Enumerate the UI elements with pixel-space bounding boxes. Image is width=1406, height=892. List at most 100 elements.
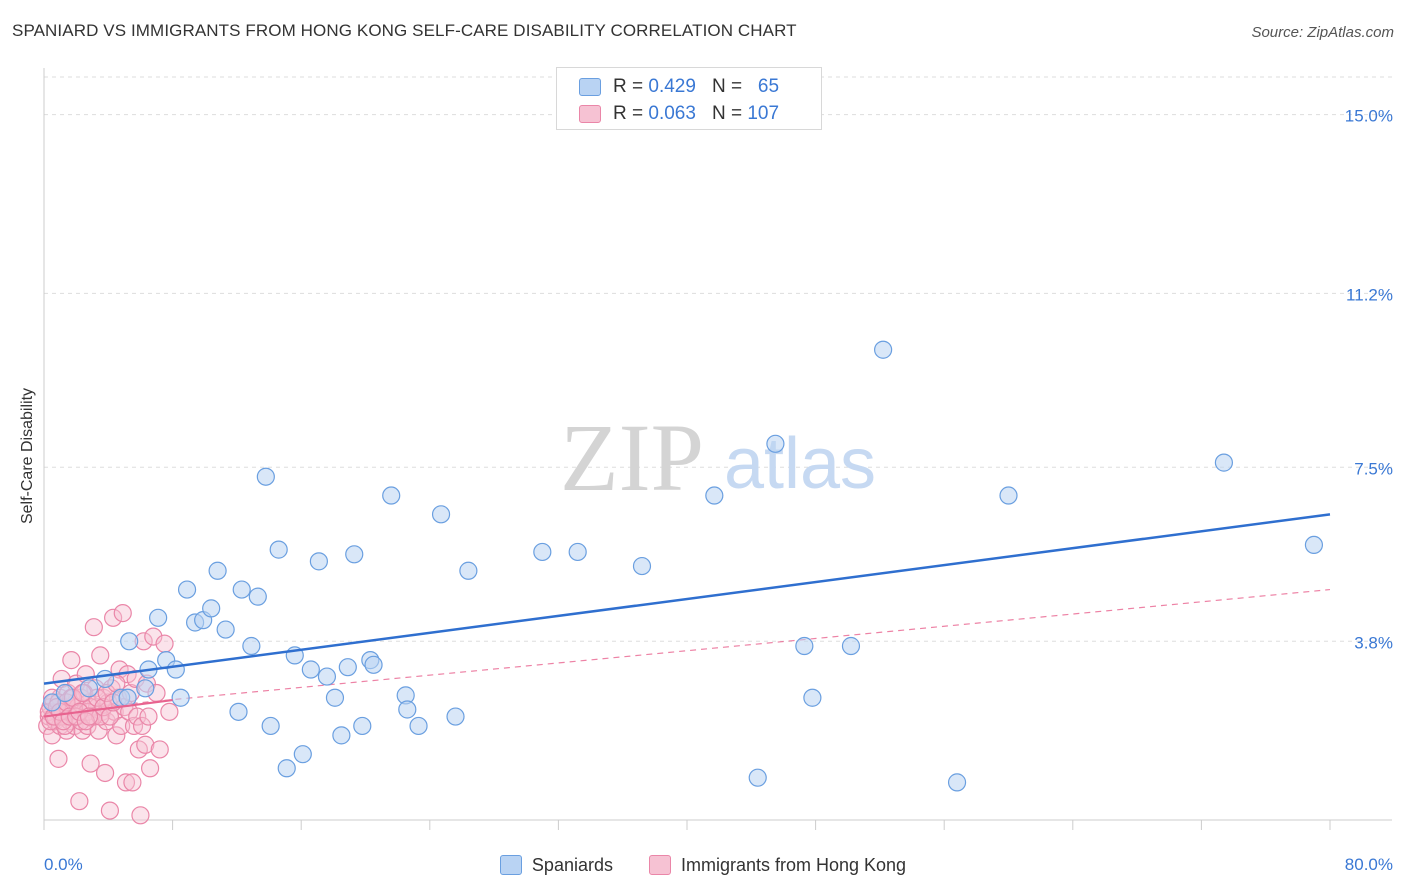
data-point-spaniards [293, 745, 312, 764]
data-point-spaniards [338, 658, 357, 677]
legend-swatch-pink [648, 855, 671, 875]
data-point-spaniards [177, 580, 197, 599]
data-point-spaniards [364, 655, 383, 674]
data-point-spaniards [55, 683, 74, 703]
data-point-spaniards [382, 486, 401, 505]
legend-swatch-blue [579, 78, 601, 96]
data-point-hong-kong [113, 603, 132, 623]
data-point-spaniards [269, 540, 288, 559]
data-point-spaniards [229, 702, 248, 721]
data-point-spaniards [1214, 453, 1234, 472]
data-point-spaniards [632, 556, 652, 576]
data-point-spaniards [409, 716, 428, 736]
data-point-spaniards [999, 486, 1018, 505]
data-point-spaniards [947, 773, 967, 792]
data-point-spaniards [301, 660, 320, 679]
data-point-hong-kong [150, 740, 169, 759]
data-point-spaniards [332, 726, 351, 745]
data-point-hong-kong [104, 608, 123, 627]
legend-n-label: N = [711, 76, 743, 97]
data-point-spaniards [446, 707, 465, 726]
legend-r-label: R = [613, 76, 644, 97]
data-point-hong-kong [140, 759, 160, 778]
legend-label-hong-kong: Immigrants from Hong Kong [680, 854, 907, 875]
legend-stats: R = 0.429 N = 65 R = 0.063 N = 107 [556, 67, 822, 130]
data-point-spaniards [261, 716, 280, 736]
data-point-spaniards [42, 693, 62, 712]
data-point-spaniards [120, 632, 139, 651]
trend-pink [43, 588, 1331, 713]
watermark-zip: ZIP [560, 404, 704, 511]
legend-item-spaniards: Spaniards [499, 854, 613, 876]
legend-row-spaniards: R = 0.429 N = 65 [579, 74, 779, 100]
legend-series: Spaniards Immigrants from Hong Kong [0, 851, 1406, 879]
trend-line-hong-kong-dashed [43, 588, 1331, 713]
legend-row-hong-kong: R = 0.063 N = 107 [579, 101, 779, 127]
watermark: ZIP atlas [560, 404, 876, 511]
trend-blue [43, 513, 1331, 718]
data-point-spaniards [459, 561, 478, 580]
grid [44, 76, 1392, 642]
data-point-spaniards [95, 669, 115, 689]
legend-item-hong-kong: Immigrants from Hong Kong [648, 854, 907, 876]
data-point-spaniards [1304, 535, 1324, 555]
data-point-spaniards [345, 545, 364, 564]
data-point-spaniards [202, 599, 221, 618]
trend-line-spaniards [43, 513, 1331, 685]
legend-swatch-pink [579, 105, 601, 123]
data-point-spaniards [803, 688, 822, 707]
legend-n-label: N = [711, 103, 743, 124]
data-point-spaniards [256, 467, 275, 486]
y-tick-label: 7.5% [1354, 459, 1393, 478]
data-point-spaniards [705, 486, 724, 505]
data-point-spaniards [325, 688, 345, 707]
data-point-spaniards [248, 587, 267, 606]
y-tick-label: 15.0% [1345, 107, 1393, 126]
data-point-spaniards [317, 667, 337, 686]
data-point-hong-kong [91, 646, 110, 665]
y-tick-label: 11.2% [1346, 285, 1393, 304]
data-point-hong-kong [136, 735, 155, 754]
data-point-spaniards [353, 716, 372, 736]
data-point-hong-kong [49, 749, 68, 768]
legend-r-value: 0.063 [648, 103, 696, 124]
data-point-spaniards [398, 700, 417, 719]
source-label: Source: ZipAtlas.com [1251, 24, 1394, 41]
data-point-hong-kong [70, 792, 89, 811]
points-spaniards [42, 340, 1324, 792]
x-tick-label: 0.0% [44, 855, 83, 874]
tick-labels: 3.8% 7.5% 11.2% 15.0% 0.0% 80.0% [44, 107, 1393, 874]
data-point-spaniards [277, 759, 296, 778]
data-point-hong-kong [81, 754, 100, 773]
data-point-spaniards [216, 620, 235, 639]
data-point-hong-kong [144, 627, 163, 646]
data-point-spaniards [748, 768, 767, 787]
data-point-hong-kong [131, 806, 150, 825]
data-point-spaniards [309, 552, 328, 571]
data-point-hong-kong [132, 716, 152, 736]
data-point-hong-kong [155, 634, 174, 653]
data-point-spaniards [874, 340, 893, 359]
data-point-spaniards [79, 679, 99, 698]
legend-label-spaniards: Spaniards [531, 854, 613, 875]
x-tick-label: 80.0% [1345, 855, 1393, 874]
legend-n-value: 65 [757, 76, 780, 97]
legend-r-value: 0.429 [648, 76, 696, 97]
data-point-hong-kong [139, 707, 158, 726]
data-point-spaniards [795, 636, 814, 656]
data-point-hong-kong [116, 773, 136, 792]
data-point-spaniards [242, 636, 261, 656]
y-tick-label: 3.8% [1354, 633, 1393, 652]
data-point-spaniards [232, 580, 251, 599]
data-point-hong-kong [123, 773, 142, 792]
legend-r-label: R = [613, 103, 644, 124]
data-point-spaniards [171, 688, 190, 707]
data-point-spaniards [766, 434, 785, 453]
data-point-hong-kong [160, 702, 179, 721]
data-point-hong-kong [107, 726, 126, 745]
data-point-spaniards [841, 636, 861, 656]
data-point-hong-kong [84, 618, 103, 637]
data-point-spaniards [118, 688, 137, 707]
trend-line-hong-kong [43, 698, 173, 718]
